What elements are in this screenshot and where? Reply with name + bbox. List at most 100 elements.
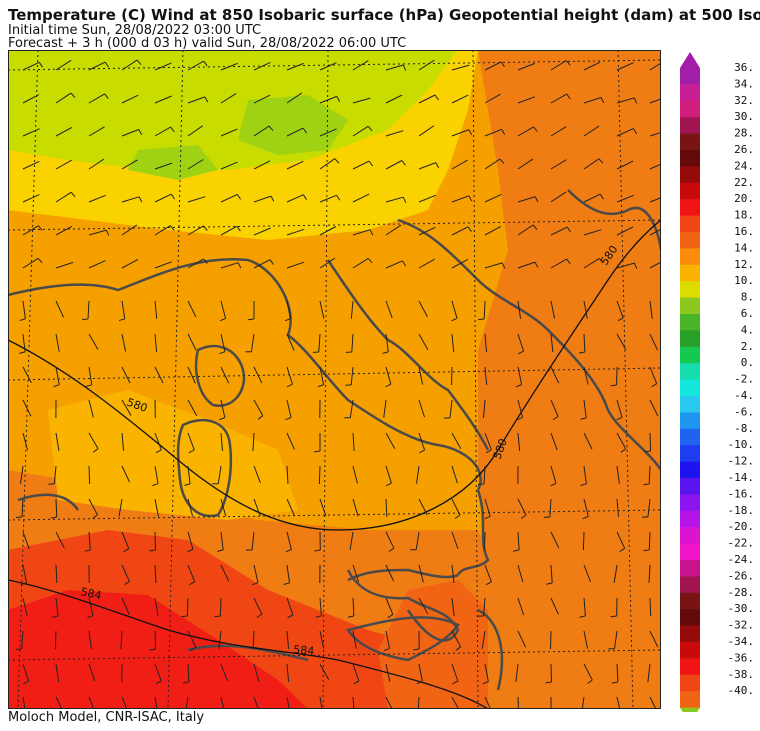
colorbar-label: 24. (734, 159, 754, 172)
colorbar-bottom-arrow (680, 707, 700, 712)
wind-barb (649, 62, 661, 71)
wind-barb-flag (236, 226, 241, 232)
wind-barb-flag (401, 160, 406, 166)
wind-barb (88, 465, 91, 485)
colorbar-swatch (680, 396, 700, 413)
wind-barb (187, 366, 196, 384)
wind-barb (517, 196, 536, 203)
colorbar-swatch (680, 215, 700, 233)
wind-barb (484, 366, 488, 385)
temp-zone-sicily (378, 580, 488, 709)
wind-barb-flag (37, 257, 43, 264)
wind-barb-flag (454, 514, 461, 519)
wind-barb (484, 193, 502, 203)
wind-barb (251, 531, 255, 550)
wind-barb (319, 62, 337, 71)
colorbar-swatch (680, 264, 700, 282)
colorbar-label: -36. (728, 651, 755, 664)
colorbar-swatch (680, 642, 700, 659)
colorbar-label: 4. (741, 323, 754, 336)
wind-barb (616, 97, 635, 104)
wind-barb-flag (270, 195, 275, 202)
colorbar-label: 12. (734, 258, 754, 271)
wind-barb (22, 531, 30, 550)
wind-barb (220, 498, 227, 517)
wind-barb (55, 261, 74, 269)
wind-barb (220, 399, 226, 418)
wind-barb (517, 630, 527, 648)
wind-barb (517, 432, 521, 451)
wind-barb (649, 131, 661, 137)
wind-barb (385, 465, 392, 484)
wind-barb (385, 696, 393, 709)
wind-barb (649, 597, 652, 617)
wind-barb (21, 498, 24, 518)
wind-barb-flag (566, 258, 571, 265)
wind-barb (154, 62, 172, 71)
wind-barb-flag (579, 615, 586, 618)
wind-barb (253, 195, 272, 203)
colorbar-label: -8. (734, 422, 754, 435)
wind-barb-flag (203, 225, 208, 231)
wind-barb (616, 62, 634, 71)
wind-barb (451, 432, 462, 449)
wind-barb-flag (155, 680, 162, 685)
wind-barb-flag (87, 615, 94, 619)
wind-barb (352, 257, 369, 269)
wind-barb-flag (367, 125, 373, 132)
wind-barb (616, 432, 627, 450)
wind-barb (352, 465, 358, 484)
wind-barb (253, 498, 261, 517)
wind-barb (187, 663, 190, 683)
wind-barb (121, 300, 126, 319)
wind-barb (582, 531, 585, 551)
wind-barb-flag (402, 196, 407, 203)
wind-barb (286, 194, 304, 203)
wind-barb (154, 261, 173, 269)
wind-barb (517, 300, 522, 319)
wind-barb (483, 399, 486, 418)
wind-barb-flag (124, 580, 130, 586)
wind-barb (550, 333, 554, 352)
wind-barb (616, 696, 621, 709)
wind-barb (550, 258, 567, 269)
wind-barb (517, 96, 536, 104)
wind-barb (55, 126, 73, 137)
wind-barb-flag (118, 318, 125, 321)
wind-barb (253, 61, 271, 71)
wind-barb-flag (187, 548, 194, 553)
wind-barb (550, 432, 558, 451)
wind-barb (484, 498, 491, 517)
wind-barb (88, 366, 93, 385)
colorbar-label: -18. (728, 504, 755, 517)
colorbar-label: -2. (734, 373, 754, 386)
wind-barb (121, 129, 139, 137)
wind-barb-flag (515, 384, 522, 388)
initial-time-label: Initial time Sun, 28/08/2022 03:00 UTC (8, 23, 262, 38)
colorbar-swatch (680, 658, 700, 676)
wind-barb-flag (369, 229, 374, 236)
wind-barb (517, 597, 525, 616)
colorbar-swatch (680, 199, 700, 217)
wind-barb-flag (416, 681, 423, 685)
wind-barb (385, 260, 403, 269)
wind-barb-flag (485, 581, 492, 586)
wind-barb (220, 663, 228, 681)
wind-barb-flag (616, 416, 623, 421)
colorbar-swatch (680, 182, 700, 200)
wind-barb (550, 300, 556, 319)
wind-barb (649, 696, 657, 709)
wind-barb-flag (149, 648, 156, 651)
weather-map: 580 580 580 584 584 (8, 50, 661, 709)
wind-barb (220, 62, 238, 71)
wind-barb-flag (620, 448, 627, 453)
wind-barb (88, 696, 95, 709)
wind-barb (88, 498, 98, 516)
wind-barb (451, 465, 458, 484)
wind-barb-flag (189, 581, 195, 586)
colorbar-swatch (680, 510, 700, 528)
wind-barb (319, 226, 337, 236)
wind-barb (22, 61, 40, 71)
wind-barb (649, 228, 661, 236)
wind-barb (220, 531, 224, 550)
